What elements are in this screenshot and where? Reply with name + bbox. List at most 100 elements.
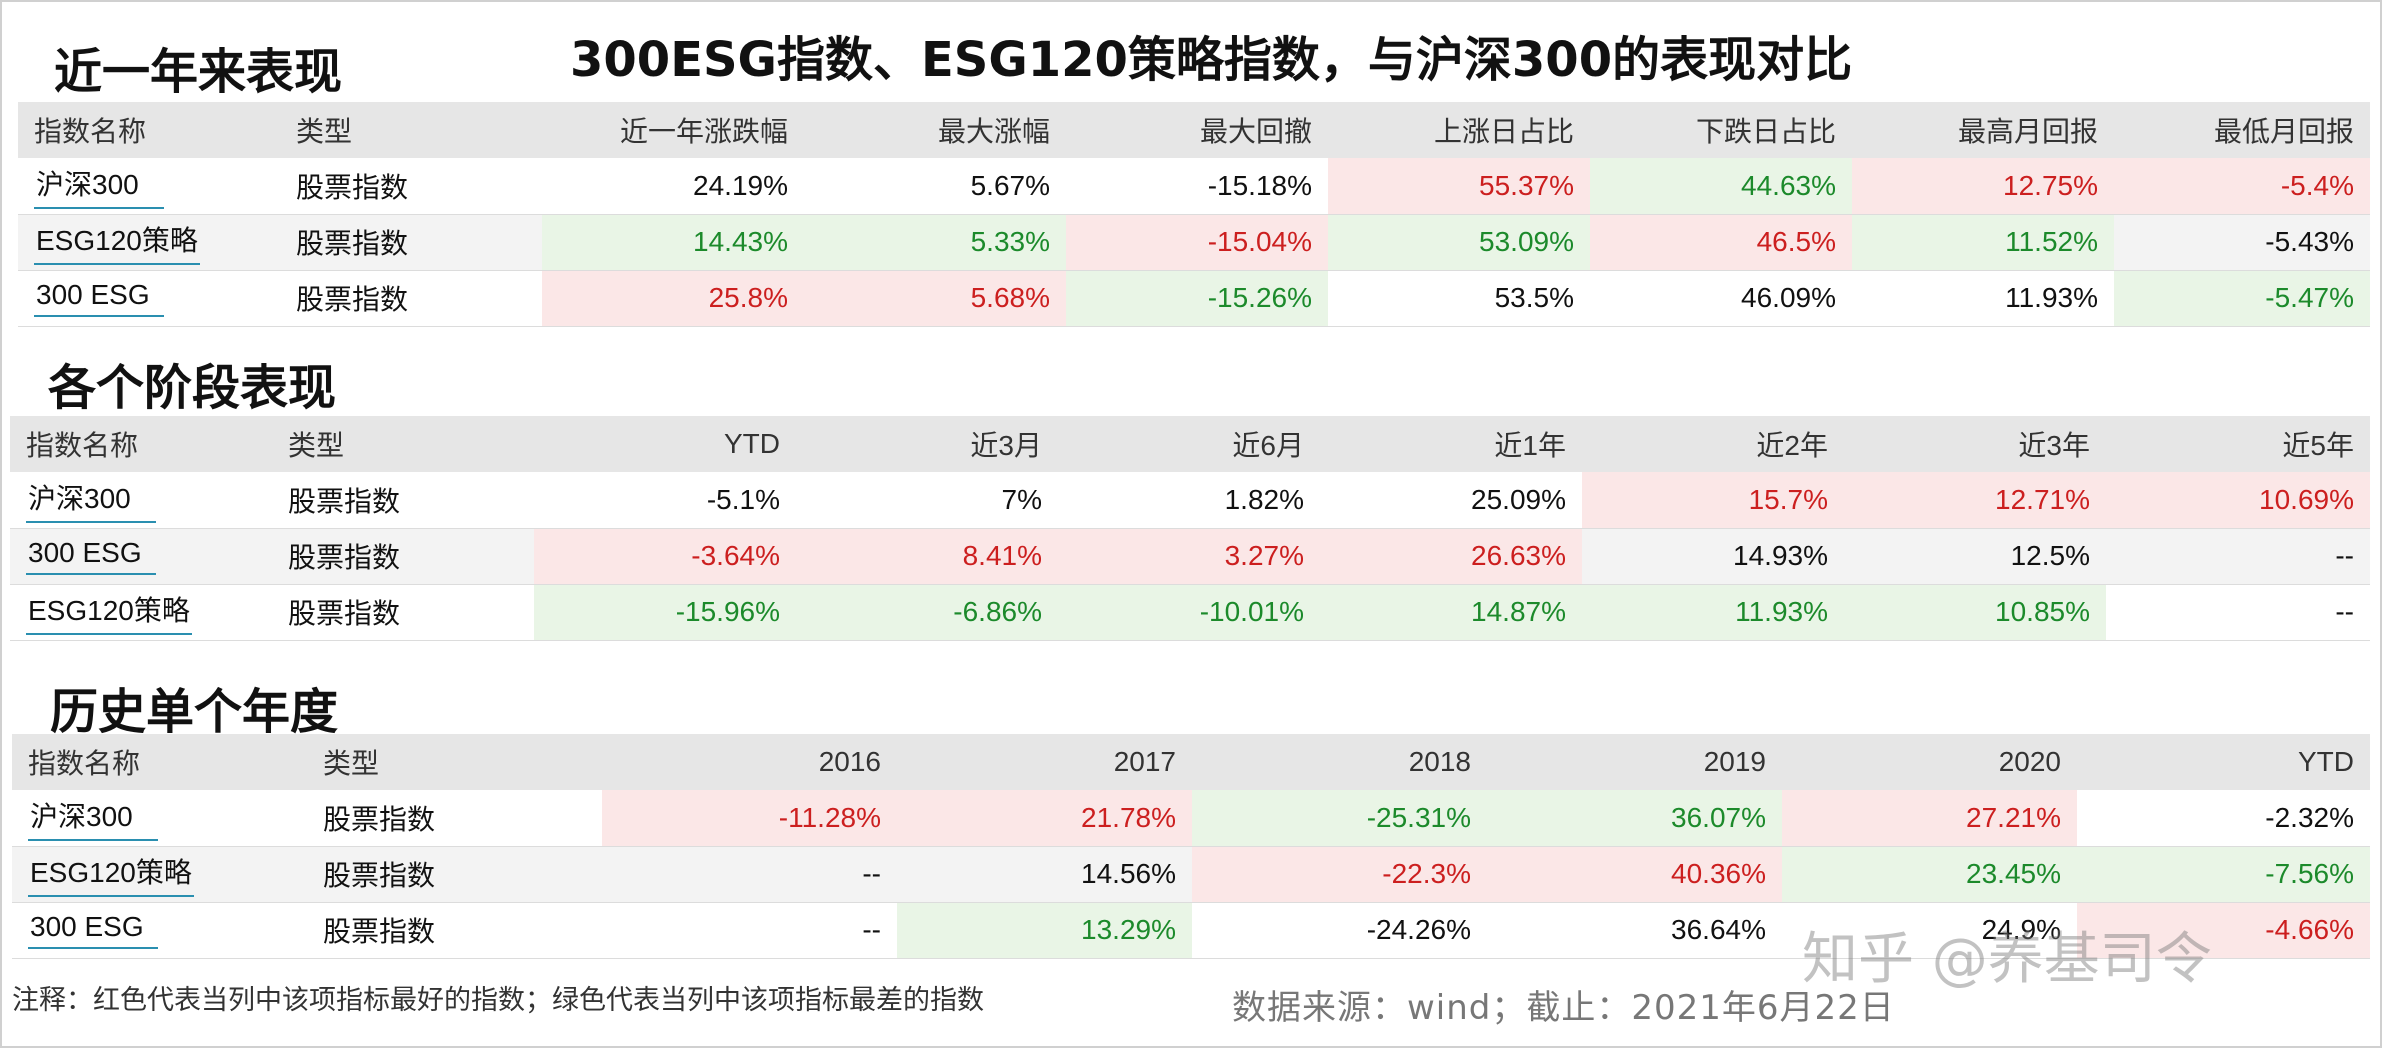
value-cell: 8.41% [796, 528, 1058, 585]
value-cell: 10.85% [1844, 584, 2106, 641]
value-cell: -24.26% [1192, 902, 1487, 959]
value-cell: 14.43% [542, 214, 804, 271]
value-cell: 40.36% [1487, 846, 1782, 903]
column-header: 近2年 [1582, 416, 1844, 472]
value-cell: -15.26% [1066, 270, 1328, 327]
value-cell: -2.32% [2077, 790, 2370, 847]
column-header: 2016 [602, 734, 897, 790]
index-name: 沪深300 [34, 163, 164, 209]
table-stages: 指数名称 类型 YTD 近3月 近6月 近1年 近2年 近3年 近5年沪深300 股票指数 -5.1… [10, 416, 2370, 641]
index-type: 股票指数 [272, 528, 534, 585]
table-row: 300 ESG 股票指数 25.8% 5.68% -15.26% 53.5% 46.09% 1… [18, 270, 2370, 327]
value-cell: 53.5% [1328, 270, 1590, 327]
index-name: 300 ESG [28, 911, 158, 949]
value-cell: -22.3% [1192, 846, 1487, 903]
column-header: 最低月回报 [2114, 102, 2370, 158]
value-cell: -- [2106, 584, 2370, 641]
column-header: 最高月回报 [1852, 102, 2114, 158]
value-cell: 55.37% [1328, 158, 1590, 215]
index-type: 股票指数 [280, 214, 542, 271]
table-row: ESG120策略 股票指数 -15.96% -6.86% -10.01% 14.87% 11… [10, 584, 2370, 641]
index-name: 300 ESG [34, 279, 164, 317]
value-cell: 5.68% [804, 270, 1066, 327]
index-name: 300 ESG [26, 537, 156, 575]
column-header: 类型 [280, 102, 542, 158]
value-cell: -5.1% [534, 472, 796, 529]
value-cell: 36.64% [1487, 902, 1782, 959]
value-cell: 11.52% [1852, 214, 2114, 271]
value-cell: 7% [796, 472, 1058, 529]
value-cell: 53.09% [1328, 214, 1590, 271]
table-row: ESG120策略 股票指数 14.43% 5.33% -15.04% 53.09% 46.5… [18, 214, 2370, 271]
table-row: 沪深300 股票指数 -5.1% 7% 1.82% 25.09% 15.7% 12.71% 10… [10, 472, 2370, 529]
index-name-cell: 沪深300 [10, 472, 272, 529]
value-cell: 13.29% [897, 902, 1192, 959]
index-name-cell: ESG120策略 [12, 846, 307, 903]
section-title-recent-year: 近一年来表现 [54, 44, 343, 100]
column-header: 最大回撤 [1066, 102, 1328, 158]
index-type: 股票指数 [307, 846, 602, 903]
table-row: 300 ESG 股票指数 -3.64% 8.41% 3.27% 26.63% 14.93% 1… [10, 528, 2370, 585]
section-title-yearly: 历史单个年度 [50, 684, 339, 740]
index-name: 沪深300 [26, 477, 156, 523]
value-cell: -7.56% [2077, 846, 2370, 903]
value-cell: 5.67% [804, 158, 1066, 215]
data-source: 数据来源：wind；截止：2021年6月22日 [1232, 988, 1895, 1028]
value-cell: -- [2106, 528, 2370, 585]
index-type: 股票指数 [307, 790, 602, 847]
index-name-cell: ESG120策略 [10, 584, 272, 641]
index-name: ESG120策略 [28, 851, 194, 897]
value-cell: 12.5% [1844, 528, 2106, 585]
index-name-cell: 沪深300 [18, 158, 280, 215]
value-cell: 25.8% [542, 270, 804, 327]
value-cell: 12.71% [1844, 472, 2106, 529]
column-header: 类型 [307, 734, 602, 790]
value-cell: 21.78% [897, 790, 1192, 847]
index-name: ESG120策略 [26, 589, 192, 635]
value-cell: 10.69% [2106, 472, 2370, 529]
value-cell: 11.93% [1852, 270, 2114, 327]
value-cell: 46.5% [1590, 214, 1852, 271]
value-cell: -15.18% [1066, 158, 1328, 215]
column-header: 近3年 [1844, 416, 2106, 472]
column-header: 近6月 [1058, 416, 1320, 472]
index-name: 沪深300 [28, 795, 158, 841]
column-header: 2019 [1487, 734, 1782, 790]
index-name-cell: ESG120策略 [18, 214, 280, 271]
value-cell: -5.4% [2114, 158, 2370, 215]
column-header: 类型 [272, 416, 534, 472]
index-name-cell: 300 ESG [10, 528, 272, 585]
index-type: 股票指数 [272, 472, 534, 529]
value-cell: 3.27% [1058, 528, 1320, 585]
table-yearly: 指数名称 类型 2016 2017 2018 2019 2020 YTD 沪深300 股票指数 -1… [12, 734, 2370, 959]
value-cell: -10.01% [1058, 584, 1320, 641]
column-header: YTD [2077, 734, 2370, 790]
table-header-row: 指数名称 类型 YTD 近3月 近6月 近1年 近2年 近3年 近5年 [10, 416, 2370, 472]
column-header: YTD [534, 416, 796, 472]
column-header: 2017 [897, 734, 1192, 790]
value-cell: 11.93% [1582, 584, 1844, 641]
column-header: 近一年涨跌幅 [542, 102, 804, 158]
column-header: 上涨日占比 [1328, 102, 1590, 158]
table-row: 沪深300 股票指数 24.19% 5.67% -15.18% 55.37% 44.63% 1… [18, 158, 2370, 215]
value-cell: 1.82% [1058, 472, 1320, 529]
value-cell: -5.47% [2114, 270, 2370, 327]
index-name-cell: 沪深300 [12, 790, 307, 847]
index-type: 股票指数 [272, 584, 534, 641]
value-cell: -6.86% [796, 584, 1058, 641]
value-cell: 12.75% [1852, 158, 2114, 215]
value-cell: 24.19% [542, 158, 804, 215]
value-cell: 36.07% [1487, 790, 1782, 847]
value-cell: 24.9% [1782, 902, 2077, 959]
column-header: 2018 [1192, 734, 1487, 790]
column-header: 近5年 [2106, 416, 2370, 472]
value-cell: 27.21% [1782, 790, 2077, 847]
index-name-cell: 300 ESG [12, 902, 307, 959]
table-recent-year: 指数名称 类型 近一年涨跌幅 最大涨幅 最大回撤 上涨日占比 下跌日占比 最高月回报 最低月回报… [18, 102, 2370, 327]
index-type: 股票指数 [280, 158, 542, 215]
table-row: 沪深300 股票指数 -11.28% 21.78% -25.31% 36.07% 27.21… [12, 790, 2370, 847]
value-cell: 23.45% [1782, 846, 2077, 903]
page-title: 300ESG指数、ESG120策略指数，与沪深300的表现对比 [570, 32, 1853, 88]
value-cell: 15.7% [1582, 472, 1844, 529]
table-row: 300 ESG 股票指数 -- 13.29% -24.26% 36.64% 24.9% -4.… [12, 902, 2370, 959]
